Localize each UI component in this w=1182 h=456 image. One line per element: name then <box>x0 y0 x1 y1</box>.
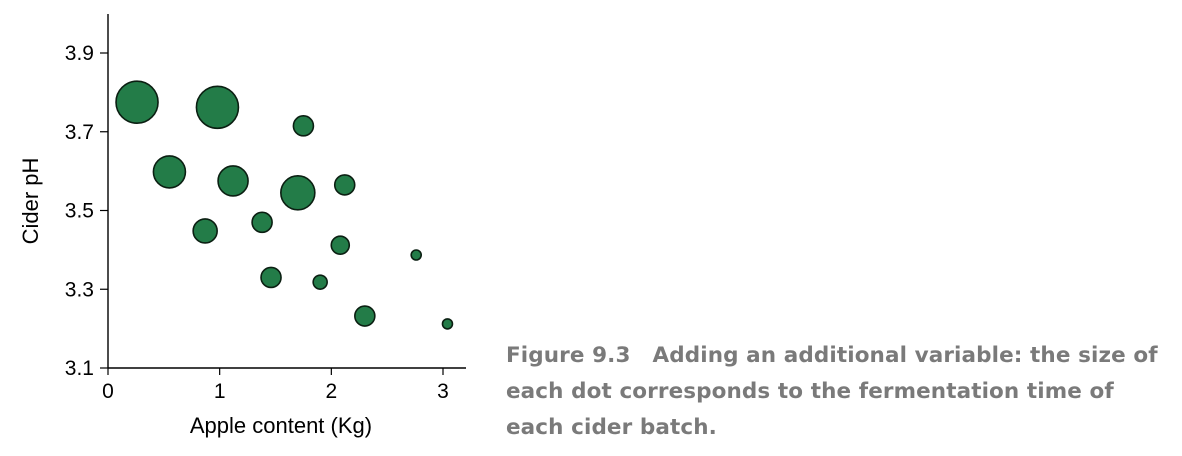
x-tick-label: 2 <box>325 380 337 403</box>
x-axis-label: Apple content (Kg) <box>190 413 372 438</box>
data-point <box>260 266 282 289</box>
axis-ticks: 0 1 2 3 3.1 3.3 3.5 3.7 3.9 <box>65 42 449 403</box>
data-point <box>251 211 273 234</box>
y-tick-label: 3.1 <box>65 357 94 380</box>
data-point <box>152 155 187 189</box>
caption-text: Adding an additional variable: the size … <box>506 343 1158 440</box>
figure-caption: Figure 9.3 Adding an additional variable:… <box>506 338 1176 446</box>
data-point <box>410 249 423 261</box>
x-tick-label: 1 <box>214 380 226 403</box>
axes <box>107 14 466 369</box>
data-point <box>280 174 316 211</box>
x-tick-label: 0 <box>102 380 114 403</box>
bubble-chart: 0 1 2 3 3.1 3.3 3.5 3.7 3.9 Apple content (Kg) C… <box>18 14 466 438</box>
y-tick-label: 3.3 <box>65 278 94 301</box>
y-tick-label: 3.5 <box>65 200 94 223</box>
data-point <box>354 305 376 327</box>
y-tick-label: 3.9 <box>65 42 94 65</box>
data-point <box>115 80 159 125</box>
data-point <box>192 218 218 244</box>
data-point <box>330 235 351 255</box>
data-point <box>292 115 315 137</box>
data-points <box>115 80 454 330</box>
x-tick-label: 3 <box>437 380 449 403</box>
data-point <box>195 85 240 130</box>
data-point <box>441 318 454 330</box>
data-point <box>312 274 328 290</box>
y-tick-label: 3.7 <box>65 121 94 144</box>
data-point <box>333 174 356 196</box>
y-axis-label: Cider pH <box>18 158 43 245</box>
data-point <box>217 165 249 197</box>
figure-number: Figure 9.3 <box>506 343 631 368</box>
